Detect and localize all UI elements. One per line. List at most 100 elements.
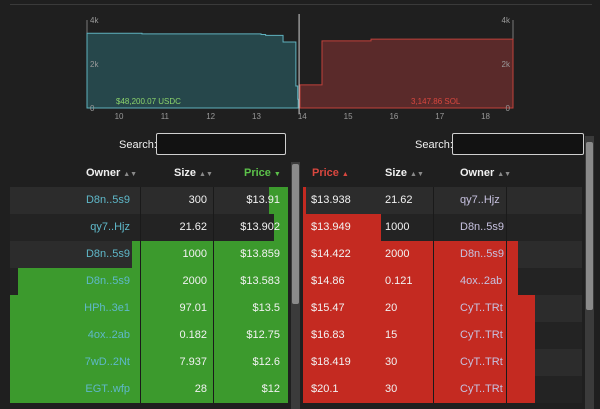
asks-row[interactable]: $14.422 2000 D8n..5s9 bbox=[303, 241, 582, 268]
depth-bar bbox=[303, 187, 306, 214]
column-separator bbox=[433, 295, 434, 322]
bids-scroll-thumb[interactable] bbox=[292, 164, 299, 304]
asks-price-header[interactable]: Price ▲ bbox=[312, 167, 349, 179]
bids-row[interactable]: HPh..3e1 97.01 $13.5 bbox=[10, 295, 288, 322]
asks-price-cell: $13.938 bbox=[311, 194, 351, 206]
x-tick-label: 13 bbox=[252, 112, 261, 121]
asks-price-cell: $14.86 bbox=[311, 275, 345, 287]
asks-scroll-thumb[interactable] bbox=[586, 142, 593, 310]
sort-icon: ▲▼ bbox=[497, 171, 512, 178]
bids-price-cell: $13.91 bbox=[246, 194, 280, 206]
sort-icon: ▲▼ bbox=[123, 171, 138, 178]
bids-owner-cell: EGT..wfp bbox=[85, 383, 130, 395]
asks-row[interactable]: $20.1 30 CyT..TRt bbox=[303, 376, 582, 403]
column-separator bbox=[506, 268, 507, 295]
column-separator bbox=[140, 214, 141, 241]
depth-bar bbox=[303, 349, 535, 376]
row-background bbox=[10, 187, 288, 214]
asks-size-cell: 0.121 bbox=[385, 275, 413, 287]
asks-size-cell: 15 bbox=[385, 329, 398, 341]
asks-row[interactable]: $13.938 21.62 qy7..Hjz bbox=[303, 187, 582, 214]
column-separator bbox=[213, 268, 214, 295]
bids-price-cell: $12.75 bbox=[246, 329, 280, 341]
asks-size-cell: 30 bbox=[385, 356, 398, 368]
asks-orderbook: Price ▲ Size ▲▼ Owner ▲▼ $13.938 21.62 qy7..H… bbox=[303, 162, 582, 409]
bids-size-cell: 2000 bbox=[182, 275, 207, 287]
asks-search-input[interactable] bbox=[452, 133, 584, 155]
bids-price-cell: $13.859 bbox=[240, 248, 280, 260]
asks-scrollbar[interactable] bbox=[585, 136, 594, 409]
bids-row[interactable]: qy7..Hjz 21.62 $13.902 bbox=[10, 214, 288, 241]
bids-owner-cell: D8n..5s9 bbox=[85, 248, 130, 260]
bids-size-cell: 300 bbox=[188, 194, 207, 206]
depth-bar bbox=[132, 241, 288, 268]
bids-row[interactable]: D8n..5s9 2000 $13.583 bbox=[10, 268, 288, 295]
asks-owner-cell: CyT..TRt bbox=[460, 302, 503, 314]
depth-bar bbox=[274, 214, 288, 241]
bid-total-label: $48,200.07 USDC bbox=[116, 97, 181, 106]
column-separator bbox=[433, 187, 434, 214]
bids-row[interactable]: 4ox..2ab 0.182 $12.75 bbox=[10, 322, 288, 349]
asks-owner-cell: CyT..TRt bbox=[460, 383, 503, 395]
column-separator bbox=[140, 295, 141, 322]
column-separator bbox=[506, 376, 507, 403]
asks-size-cell: 20 bbox=[385, 302, 398, 314]
x-tick-label: 18 bbox=[481, 112, 490, 121]
depth-bar bbox=[303, 295, 535, 322]
asks-header-row: Price ▲ Size ▲▼ Owner ▲▼ bbox=[303, 162, 582, 184]
asks-row[interactable]: $16.83 15 CyT..TRt bbox=[303, 322, 582, 349]
x-tick-label: 10 bbox=[115, 112, 124, 121]
column-separator bbox=[433, 241, 434, 268]
sort-desc-icon: ▼ bbox=[273, 171, 281, 178]
depth-bar bbox=[10, 376, 288, 403]
depth-bar bbox=[303, 322, 535, 349]
depth-bar bbox=[303, 214, 382, 241]
asks-row[interactable]: $13.949 1000 D8n..5s9 bbox=[303, 214, 582, 241]
column-separator bbox=[433, 376, 434, 403]
bids-row[interactable]: 7wD..2Nt 7.937 $12.6 bbox=[10, 349, 288, 376]
y-tick-label-right: 0 bbox=[506, 104, 511, 113]
depth-bar bbox=[303, 268, 518, 295]
bids-size-header[interactable]: Size ▲▼ bbox=[174, 167, 213, 179]
column-separator bbox=[140, 376, 141, 403]
column-separator bbox=[433, 268, 434, 295]
column-separator bbox=[213, 241, 214, 268]
asks-size-cell: 2000 bbox=[385, 248, 410, 260]
bids-row[interactable]: D8n..5s9 1000 $13.859 bbox=[10, 241, 288, 268]
column-separator bbox=[506, 295, 507, 322]
asks-price-cell: $18.419 bbox=[311, 356, 351, 368]
bids-price-cell: $13.5 bbox=[252, 302, 280, 314]
bids-search-input[interactable] bbox=[156, 133, 286, 155]
asks-owner-cell: D8n..5s9 bbox=[460, 248, 505, 260]
sort-icon: ▲▼ bbox=[410, 171, 424, 178]
asks-row[interactable]: $15.47 20 CyT..TRt bbox=[303, 295, 582, 322]
asks-row[interactable]: $18.419 30 CyT..TRt bbox=[303, 349, 582, 376]
bids-row[interactable]: D8n..5s9 300 $13.91 bbox=[10, 187, 288, 214]
column-separator bbox=[213, 349, 214, 376]
x-tick-label: 16 bbox=[389, 112, 398, 121]
asks-owner-cell: CyT..TRt bbox=[460, 356, 503, 368]
bids-owner-header[interactable]: Owner ▲▼ bbox=[86, 167, 138, 179]
bids-search-label: Search: bbox=[119, 139, 157, 151]
bids-row[interactable]: EGT..wfp 28 $12 bbox=[10, 376, 288, 403]
x-tick-label: 14 bbox=[298, 112, 307, 121]
asks-row[interactable]: $14.86 0.121 4ox..2ab bbox=[303, 268, 582, 295]
bids-owner-cell: HPh..3e1 bbox=[84, 302, 130, 314]
x-tick-label: 12 bbox=[206, 112, 215, 121]
bids-scrollbar[interactable] bbox=[291, 162, 300, 409]
column-separator bbox=[506, 349, 507, 376]
bids-price-cell: $13.583 bbox=[240, 275, 280, 287]
asks-owner-header[interactable]: Owner ▲▼ bbox=[460, 167, 512, 179]
asks-price-cell: $20.1 bbox=[311, 383, 339, 395]
bids-size-cell: 21.62 bbox=[179, 221, 207, 233]
bid-depth-area bbox=[86, 32, 299, 109]
depth-bar bbox=[303, 241, 518, 268]
asks-price-cell: $15.47 bbox=[311, 302, 345, 314]
depth-bar bbox=[268, 187, 288, 214]
bids-size-cell: 0.182 bbox=[179, 329, 207, 341]
depth-bar bbox=[18, 268, 288, 295]
column-separator bbox=[140, 268, 141, 295]
asks-size-header[interactable]: Size ▲▼ bbox=[385, 167, 424, 179]
column-separator bbox=[140, 241, 141, 268]
bids-price-header[interactable]: Price ▼ bbox=[244, 167, 281, 179]
